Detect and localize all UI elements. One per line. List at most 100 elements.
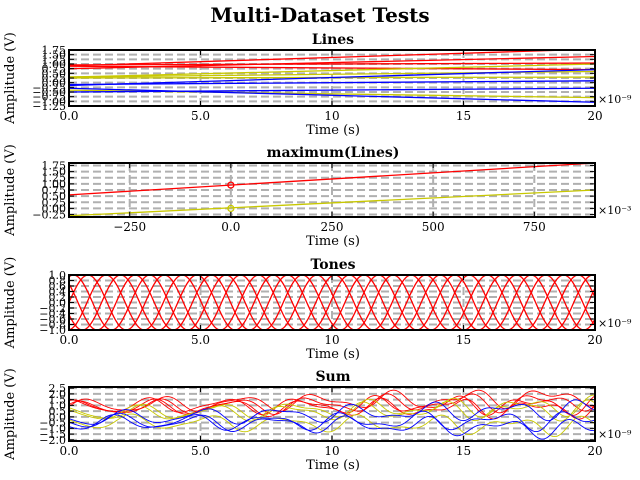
subplot-2: −250 0.0 250 500 750 1.751.501.251.000.750.50… — [3, 144, 631, 249]
y-tick-label: 1.0 — [49, 399, 67, 412]
tone-line — [69, 275, 595, 330]
y-tick-label: 0.0 — [49, 297, 67, 310]
y-tick-label: 1.50 — [42, 49, 67, 62]
x-axis-label: Time (s) — [306, 458, 360, 473]
series-line — [69, 62, 595, 66]
sum-line — [69, 399, 595, 425]
y-tick-label: 0.2 — [49, 291, 67, 304]
y-tick-label: 0.00 — [42, 77, 67, 90]
x-tick-label: 20 — [587, 109, 602, 123]
figure-title: Multi-Dataset Tests — [210, 3, 429, 27]
series-line — [69, 68, 595, 87]
series-line — [69, 63, 595, 78]
y-tick-label: −0.4 — [39, 308, 66, 321]
x-scale-label: ×10⁻⁹ — [598, 317, 632, 330]
x-tick-label: −250 — [113, 220, 146, 234]
y-tick-label: −0.25 — [32, 81, 66, 94]
subplot-4: 0.0 5.0 10 15 202.52.01.51.00.50.0−0.5−1.0−1… — [3, 368, 632, 473]
y-tick-label: 1.50 — [42, 166, 67, 179]
subplot-1: 0.0 5.0 10 15 20 1.751.501.251.000.750.500.25… — [3, 32, 632, 138]
x-tick-label: 250 — [321, 220, 344, 234]
x-tick-label: 20 — [587, 444, 602, 458]
x-tick-label: 0.0 — [59, 109, 78, 123]
series-line — [69, 65, 595, 71]
series-line — [69, 87, 595, 103]
x-tick-label: 0.0 — [59, 333, 78, 347]
subplot-title: Sum — [315, 369, 350, 385]
sum-line — [69, 397, 595, 420]
x-tick-label: 5.0 — [191, 333, 210, 347]
series-group — [69, 163, 595, 217]
y-tick-label: 0.5 — [49, 405, 67, 418]
y-tick-label: −2.0 — [39, 434, 66, 447]
y-tick-label: 2.5 — [49, 382, 67, 395]
y-tick-label: 2.0 — [49, 388, 67, 401]
y-tick-label: −0.2 — [39, 302, 66, 315]
y-tick-label: 1.25 — [42, 53, 67, 66]
x-axis-label: Time (s) — [306, 234, 360, 249]
y-tick-label: 0.00 — [42, 202, 67, 215]
subplot-3: 0.0 5.0 10 15 201.00.80.60.40.20.0−0.2−0.4−0… — [3, 257, 632, 362]
x-tick-label: 10 — [324, 333, 339, 347]
y-tick-label: 1.0 — [49, 269, 67, 282]
x-tick-label: 5.0 — [191, 109, 210, 123]
series-line — [69, 80, 595, 86]
series-line — [69, 163, 595, 196]
y-tick-label: −0.50 — [32, 86, 66, 99]
y-tick-label: 0.8 — [49, 275, 67, 288]
x-tick-label: 0.0 — [221, 220, 240, 234]
y-axis-label: Amplitude (V) — [3, 32, 18, 125]
series-line — [69, 50, 587, 67]
x-axis-label: Time (s) — [306, 347, 360, 362]
x-tick-label: 20 — [587, 333, 602, 347]
series-marker — [227, 204, 235, 213]
y-tick-label: 0.0 — [49, 411, 67, 424]
y-tick-label: 1.00 — [42, 178, 67, 191]
y-tick-label: 0.25 — [42, 196, 67, 209]
series-line — [69, 87, 595, 93]
x-tick-label: 15 — [456, 333, 471, 347]
x-tick-label: 15 — [456, 109, 471, 123]
y-tick-label: 0.50 — [42, 67, 67, 80]
y-tick-label: −0.8 — [39, 319, 66, 332]
y-tick-label: 0.50 — [42, 190, 67, 203]
y-tick-label: 1.75 — [42, 44, 67, 57]
y-tick-label: −1.25 — [32, 100, 66, 113]
x-tick-label: 15 — [456, 444, 471, 458]
y-tick-label: 0.75 — [42, 63, 67, 76]
y-tick-label: −0.6 — [39, 313, 66, 326]
x-tick-label: 0.0 — [59, 444, 78, 458]
y-axis-label: Amplitude (V) — [3, 144, 18, 237]
y-tick-label: 0.6 — [49, 280, 67, 293]
y-tick-label: −0.25 — [32, 209, 66, 222]
x-tick-label: 750 — [523, 220, 546, 234]
x-tick-label: 10 — [324, 109, 339, 123]
y-tick-label: −1.0 — [39, 324, 66, 337]
subplot-title: Lines — [312, 32, 354, 48]
series-marker — [227, 181, 235, 189]
sum-line — [69, 410, 595, 433]
series-line — [69, 189, 595, 217]
y-tick-label: 1.5 — [49, 394, 67, 407]
series-group — [69, 50, 595, 103]
x-axis-label: Time (s) — [306, 123, 360, 138]
x-scale-label: ×10⁻⁹ — [598, 93, 632, 106]
x-scale-label: ×10⁻³ — [598, 204, 631, 217]
y-tick-label: −1.0 — [39, 422, 66, 435]
series-group — [69, 389, 595, 440]
y-axis-label: Amplitude (V) — [3, 257, 18, 350]
y-tick-label: −1.5 — [39, 428, 66, 441]
y-tick-label: −0.5 — [39, 417, 66, 430]
y-tick-label: 1.00 — [42, 58, 67, 71]
x-tick-label: 10 — [324, 444, 339, 458]
grid — [69, 387, 595, 441]
x-tick-label: 500 — [422, 220, 445, 234]
y-axis-label: Amplitude (V) — [3, 368, 18, 461]
x-tick-label: 5.0 — [191, 444, 210, 458]
y-tick-label: 0.75 — [42, 184, 67, 197]
y-tick-label: 1.75 — [42, 159, 67, 172]
sum-line — [69, 399, 595, 422]
x-scale-label: ×10⁻⁹ — [598, 428, 632, 441]
subplot-title: maximum(Lines) — [267, 145, 400, 161]
